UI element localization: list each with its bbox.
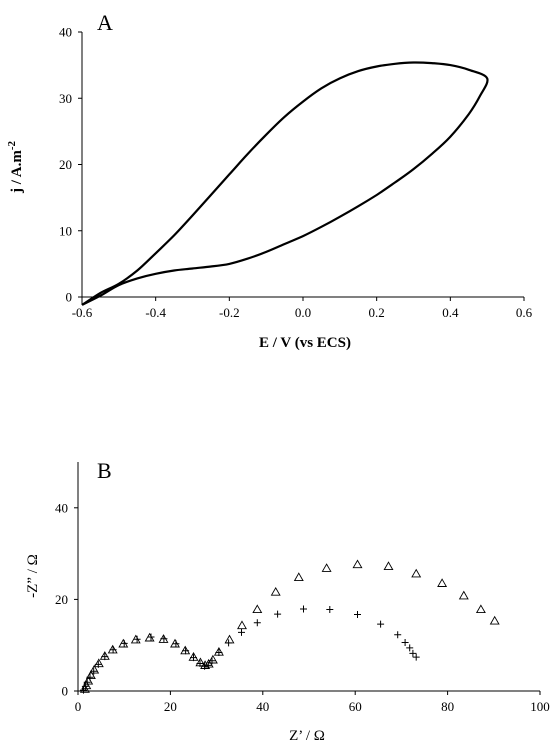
triangle-marker: [458, 590, 469, 600]
plus-marker: [109, 646, 117, 654]
plus-marker: [204, 661, 212, 669]
plus-marker: [215, 649, 223, 656]
plus-marker: [147, 633, 155, 641]
plus-marker: [160, 635, 168, 643]
panel-b-y-ticks: 0 20 40: [55, 500, 78, 699]
triangle-marker: [475, 604, 486, 614]
plus-marker: [225, 639, 233, 647]
panel-a-x-tick-label: 0.2: [369, 305, 385, 320]
plus-marker: [208, 657, 216, 665]
panel-a-x-tick-label: 0.6: [516, 305, 533, 320]
plus-marker: [406, 644, 414, 652]
triangle-marker: [383, 561, 394, 571]
panel-a-label: A: [97, 10, 113, 35]
panel-a-x-axis-label: E / V (vs ECS): [259, 335, 351, 351]
plus-marker: [133, 635, 141, 643]
panel-b-chart: B 0 20 40 0 20 40 60 80 100 Z’ / Ω -Z” / Ω: [25, 458, 550, 744]
panel-b-x-ticks: 0 20 40 60 80 100: [75, 691, 550, 714]
panel-b-x-tick-label: 100: [530, 699, 550, 714]
panel-a-x-tick-label: -0.6: [72, 305, 93, 320]
plus-marker: [86, 673, 94, 681]
panel-a-x-tick-label: 0.0: [295, 305, 311, 320]
plus-marker: [326, 606, 334, 613]
plus-marker: [253, 619, 261, 627]
plus-marker: [190, 654, 197, 662]
panel-b-plus-series: [80, 605, 420, 694]
panel-b-x-axis-label: Z’ / Ω: [289, 728, 325, 744]
triangle-marker: [411, 568, 422, 578]
panel-a-y-axis-label-main: j / A.m: [9, 150, 25, 194]
triangle-marker: [321, 563, 332, 572]
panel-b-label: B: [97, 458, 112, 483]
panel-a-x-ticks: -0.6 -0.4 -0.2 0.0 0.2 0.4 0.6: [72, 297, 533, 320]
panel-b-y-tick-label: 40: [55, 500, 68, 515]
panel-a-x-tick-label: -0.4: [145, 305, 166, 320]
triangle-marker: [207, 654, 218, 664]
plus-marker: [377, 620, 385, 628]
panel-a-y-tick-label: 10: [59, 223, 72, 238]
triangle-marker: [85, 670, 96, 680]
triangle-marker: [81, 680, 92, 690]
panel-a-y-tick-label: 30: [59, 91, 72, 106]
plus-marker: [94, 660, 102, 668]
panel-b-y-tick-label: 0: [62, 684, 69, 699]
panel-b-x-tick-label: 80: [441, 699, 454, 714]
triangle-marker: [352, 559, 363, 569]
plus-marker: [80, 686, 87, 694]
panel-b-x-tick-label: 60: [349, 699, 362, 714]
plus-marker: [401, 639, 409, 646]
plus-marker: [182, 647, 190, 655]
panel-b-x-tick-label: 20: [164, 699, 177, 714]
panel-a-y-axis-label: j / A.m-2: [6, 140, 25, 194]
panel-a-y-axis-label-sup: -2: [6, 140, 18, 150]
plus-marker: [120, 639, 128, 647]
plus-marker: [300, 605, 307, 613]
panel-a-y-tick-label: 20: [59, 157, 72, 172]
plus-marker: [81, 682, 89, 690]
panel-a-cv-curve: [81, 61, 489, 306]
triangle-marker: [270, 586, 281, 596]
plus-marker: [201, 662, 209, 670]
panel-b-y-tick-label: 20: [55, 592, 68, 607]
panel-a-y-tick-label: 0: [66, 290, 73, 305]
plus-marker: [90, 667, 98, 675]
plus-marker: [238, 628, 245, 636]
panel-a-x-tick-label: -0.2: [219, 305, 240, 320]
panel-b-y-axis-label: -Z” / Ω: [25, 554, 41, 598]
panel-b-x-tick-label: 0: [75, 699, 82, 714]
plus-marker: [354, 611, 361, 618]
panel-a-chart: A 0 10 20 30 40 -0.6 -0.4 -0.2 0.0 0.2 0.4 0.6 E /…: [6, 10, 533, 351]
panel-b-triangle-series: [79, 559, 500, 693]
panel-b-x-tick-label: 40: [256, 699, 269, 714]
plus-marker: [274, 610, 282, 618]
plus-marker: [412, 653, 420, 661]
panel-a-y-ticks: 0 10 20 30 40: [59, 25, 82, 305]
plus-marker: [409, 649, 417, 657]
plus-marker: [172, 640, 180, 648]
plus-marker: [101, 653, 109, 661]
triangle-marker: [489, 615, 500, 625]
triangle-marker: [252, 604, 263, 614]
panel-a-x-tick-label: 0.4: [442, 305, 459, 320]
plus-marker: [196, 660, 204, 667]
triangle-marker: [293, 572, 304, 582]
svg-text:j / A.m-2: j / A.m-2: [6, 140, 25, 194]
panel-a-y-tick-label: 40: [59, 25, 72, 40]
triangle-marker: [224, 634, 235, 644]
triangle-marker: [437, 578, 448, 587]
plus-marker: [83, 678, 91, 686]
triangle-marker: [237, 620, 247, 630]
plus-marker: [394, 631, 402, 639]
